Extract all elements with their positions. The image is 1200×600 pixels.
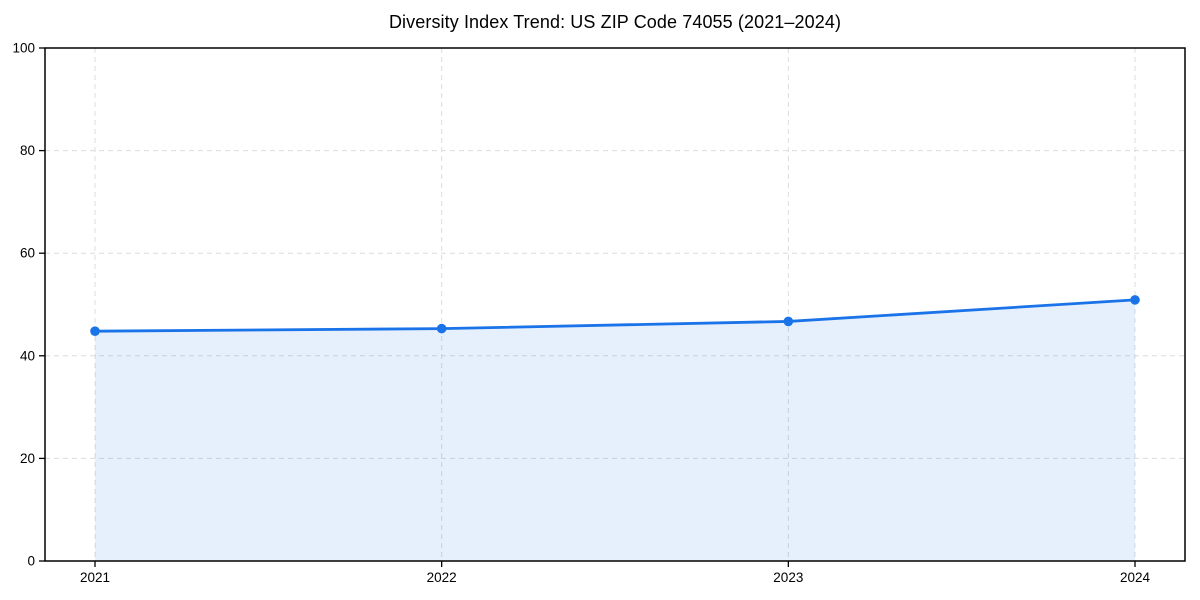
data-point-marker bbox=[436, 323, 447, 334]
y-tick-label: 60 bbox=[20, 246, 35, 261]
x-tick-label: 2022 bbox=[427, 570, 457, 585]
y-tick-label: 100 bbox=[12, 41, 35, 56]
area-fill bbox=[95, 299, 1135, 561]
y-tick-label: 80 bbox=[20, 143, 35, 158]
y-tick-label: 40 bbox=[20, 348, 35, 363]
plot-frame bbox=[44, 47, 1186, 562]
trend-line bbox=[93, 298, 1137, 333]
data-point-marker bbox=[90, 326, 100, 336]
x-tick-label: 2021 bbox=[80, 570, 110, 585]
data-point-marker bbox=[783, 316, 794, 327]
y-tick-label: 0 bbox=[27, 554, 35, 569]
chart-title: Diversity Index Trend: US ZIP Code 74055… bbox=[388, 12, 842, 32]
x-tick-label: 2023 bbox=[773, 570, 803, 585]
x-tick-label: 2024 bbox=[1120, 570, 1151, 585]
data-point-marker bbox=[1130, 295, 1140, 305]
y-tick-label: 20 bbox=[20, 451, 35, 466]
